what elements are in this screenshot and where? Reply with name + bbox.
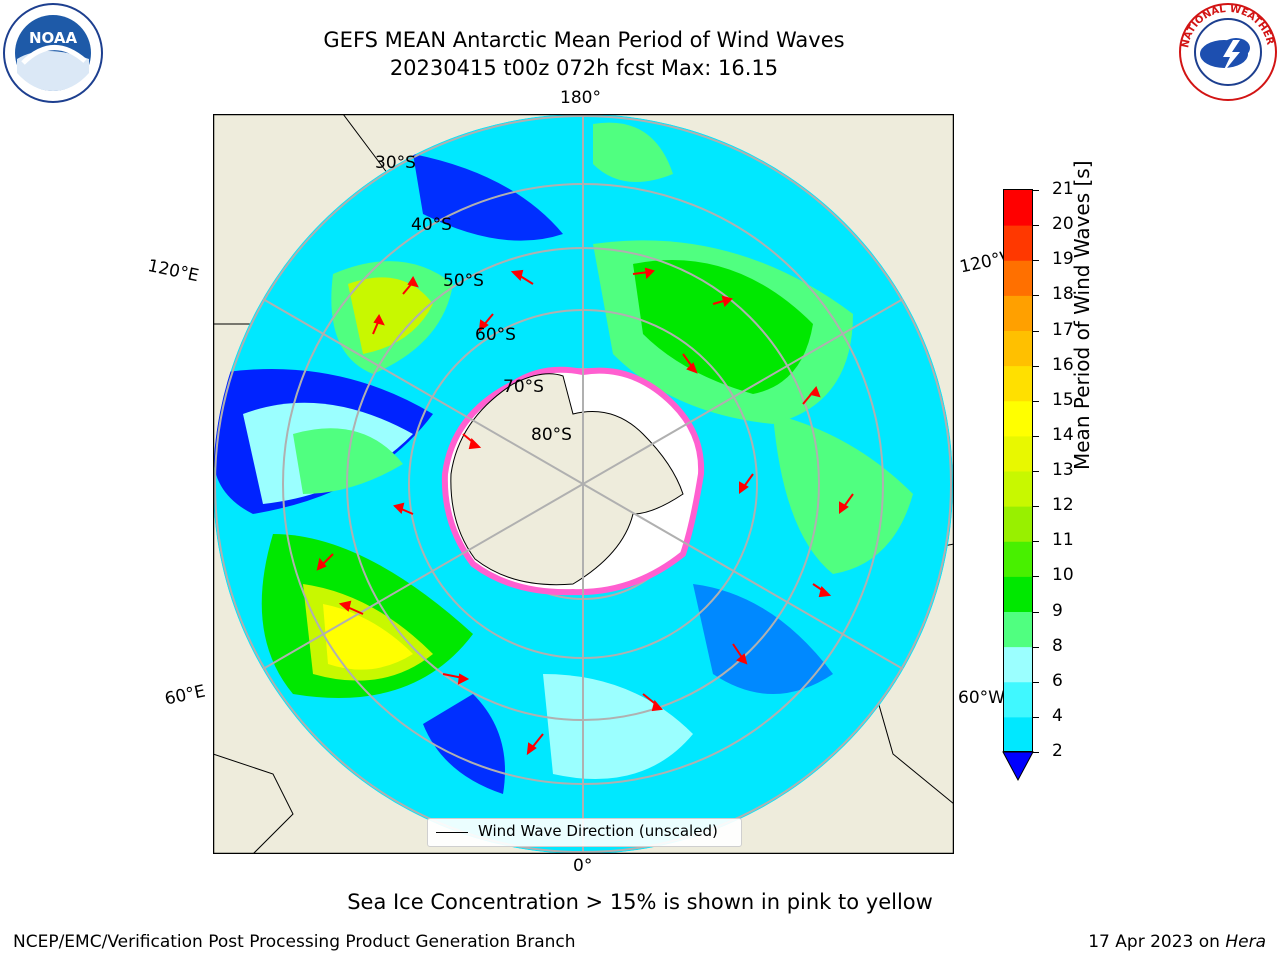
colorbar-bin	[1004, 260, 1032, 296]
colorbar-bin	[1004, 365, 1032, 402]
lat-label-50s: 50°S	[443, 271, 484, 291]
colorbar-tick-label: 16	[1052, 354, 1074, 375]
lon-label-60e: 60°E	[163, 681, 208, 710]
lat-label-80s: 80°S	[531, 425, 572, 445]
colorbar-tick-label: 18	[1052, 284, 1074, 305]
colorbar-tick-mark	[1033, 190, 1039, 191]
colorbar-tick-label: 10	[1052, 565, 1074, 586]
lat-label-60s: 60°S	[475, 325, 516, 345]
chart-title: GEFS MEAN Antarctic Mean Period of Wind …	[323, 28, 845, 52]
legend-label: Wind Wave Direction (unscaled)	[478, 822, 718, 840]
colorbar-bins	[1004, 190, 1032, 753]
lon-label-60w: 60°W	[958, 688, 1005, 708]
footer-host: Hera	[1225, 932, 1266, 952]
colorbar-tick-label: 6	[1052, 670, 1063, 691]
colorbar-tick-mark	[1033, 365, 1039, 367]
colorbar-tick-mark	[1033, 716, 1039, 718]
colorbar-tick-label: 12	[1052, 495, 1074, 516]
colorbar-bin	[1004, 190, 1032, 226]
colorbar-bin	[1004, 541, 1032, 577]
colorbar-tick-mark	[1033, 541, 1039, 543]
footer-date-text: 17 Apr 2023 on	[1088, 932, 1226, 952]
lon-label-120e: 120°E	[145, 256, 201, 287]
colorbar-tick-label: 19	[1052, 249, 1074, 270]
colorbar-bin	[1004, 225, 1032, 261]
colorbar-bin	[1004, 400, 1032, 437]
chart-subtitle: 20230415 t00z 072h fcst Max: 16.15	[389, 56, 779, 80]
colorbar-tick-mark	[1033, 576, 1039, 578]
legend-line-swatch	[436, 832, 468, 833]
colorbar-label: Mean Period of Wind Waves [s]	[1070, 160, 1094, 470]
noaa-logo: NOAA	[3, 3, 103, 103]
colorbar-tick-mark	[1033, 506, 1039, 508]
noaa-logo-text: NOAA	[29, 29, 78, 47]
colorbar-tick-label: 11	[1052, 530, 1074, 551]
colorbar-bin	[1004, 611, 1032, 648]
nws-logo: NATIONAL WEATHER SERVICE	[1178, 2, 1277, 101]
colorbar-tick-label: 15	[1052, 389, 1074, 410]
colorbar-bin	[1004, 716, 1032, 753]
lat-label-70s: 70°S	[503, 377, 544, 397]
colorbar-tick-mark	[1033, 330, 1039, 332]
colorbar-tick-mark	[1033, 752, 1039, 753]
colorbar-tick-label: 13	[1052, 460, 1074, 480]
footer-date: 17 Apr 2023 on Hera	[1088, 932, 1266, 952]
colorbar-tick-mark	[1033, 471, 1039, 472]
colorbar-tick-label: 17	[1052, 319, 1074, 340]
colorbar-tick-label: 8	[1052, 635, 1063, 656]
colorbar-bin	[1004, 435, 1032, 472]
colorbar-bin	[1004, 295, 1032, 331]
africa-coast	[213, 753, 294, 854]
colorbar-under-arrow	[1002, 751, 1034, 782]
colorbar-tick-label: 20	[1052, 214, 1074, 235]
colorbar-tick-mark	[1033, 225, 1039, 227]
colorbar-bin	[1004, 646, 1032, 683]
colorbar-tick-mark	[1033, 681, 1039, 683]
map-legend: Wind Wave Direction (unscaled)	[427, 818, 742, 847]
lat-label-40s: 40°S	[411, 215, 452, 235]
sea-ice-note: Sea Ice Concentration > 15% is shown in …	[347, 890, 933, 914]
colorbar-tick-mark	[1033, 260, 1039, 262]
colorbar-bin	[1004, 471, 1032, 507]
map-panel: 30°S 40°S 50°S 60°S 70°S 80°S	[213, 114, 954, 854]
colorbar-bin	[1004, 681, 1032, 718]
colorbar	[1002, 189, 1034, 782]
colorbar-tick-mark	[1033, 400, 1039, 402]
meridians	[262, 114, 904, 854]
antarctica	[450, 373, 684, 586]
colorbar-tick-label: 21	[1052, 179, 1074, 199]
lon-label-0: 0°	[573, 856, 593, 876]
wind-wave-arrows	[316, 267, 854, 756]
colorbar-tick-label: 4	[1052, 705, 1063, 726]
colorbar-tick-label: 2	[1052, 741, 1063, 761]
colorbar-bin	[1004, 576, 1032, 612]
lon-label-180: 180°	[560, 88, 601, 108]
colorbar-tick-mark	[1033, 646, 1039, 648]
colorbar-tick-mark	[1033, 435, 1039, 437]
colorbar-tick-mark	[1033, 295, 1039, 297]
colorbar-bin	[1004, 330, 1032, 367]
colorbar-tick-label: 9	[1052, 600, 1063, 621]
colorbar-tick-label: 14	[1052, 424, 1074, 445]
colorbar-bin	[1004, 506, 1032, 542]
lat-label-30s: 30°S	[375, 153, 416, 173]
footer-credit: NCEP/EMC/Verification Post Processing Pr…	[13, 932, 576, 952]
colorbar-tick-mark	[1033, 611, 1039, 613]
